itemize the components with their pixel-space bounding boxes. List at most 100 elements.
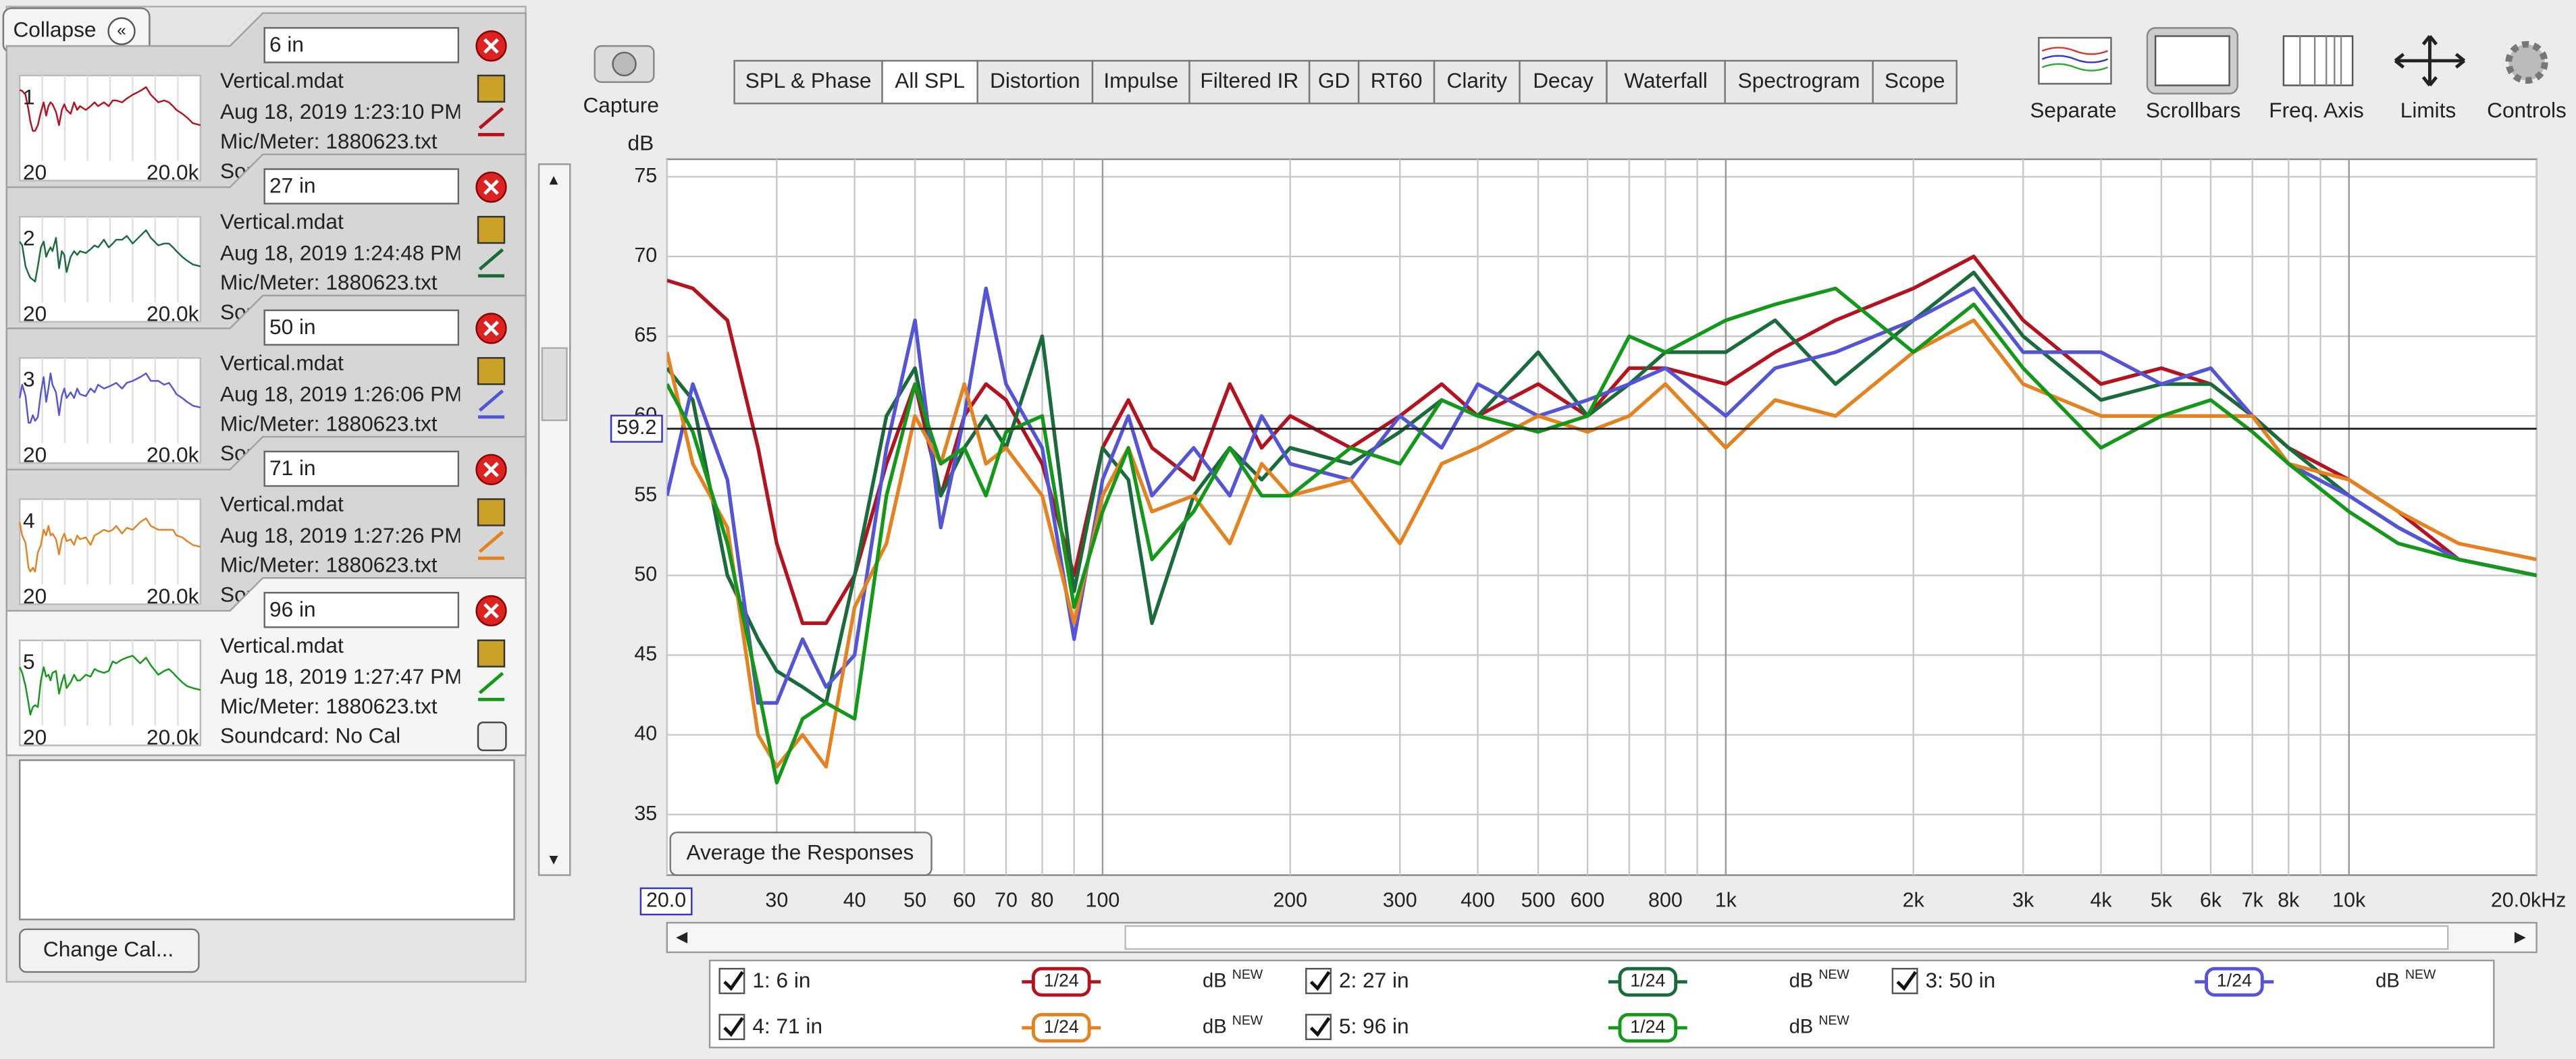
smoothing-badge[interactable] bbox=[1031, 1012, 1091, 1043]
edit-icon[interactable] bbox=[477, 639, 506, 668]
edit-icon[interactable] bbox=[477, 357, 506, 385]
measurement-name: 96 in bbox=[269, 597, 316, 621]
measurement-card[interactable]: 27 in Vertical.mdat Aug 18, 2019 1:24:48 P… bbox=[5, 153, 527, 333]
thumb-max-label: 20.0k bbox=[147, 443, 199, 467]
color-icon[interactable] bbox=[478, 531, 504, 560]
x-tick-label: 5k bbox=[2151, 889, 2173, 912]
legend-name: 1: 6 in bbox=[752, 968, 810, 992]
view-tab[interactable] bbox=[1091, 59, 1190, 105]
capture-tool[interactable] bbox=[594, 45, 655, 83]
average-label: Average the Responses bbox=[686, 840, 914, 864]
legend-badge: NEW bbox=[1818, 1013, 1849, 1028]
view-tab[interactable] bbox=[881, 59, 978, 105]
smoothing-badge[interactable] bbox=[2205, 967, 2264, 997]
smoothing-label: 1/24 bbox=[1630, 971, 1665, 991]
view-tab[interactable] bbox=[1433, 59, 1521, 105]
controls-icon[interactable] bbox=[2505, 40, 2548, 84]
thumb-max-label: 20.0k bbox=[147, 160, 199, 184]
notes-box[interactable] bbox=[18, 759, 515, 921]
color-icon[interactable] bbox=[478, 248, 504, 278]
view-tab[interactable] bbox=[976, 59, 1094, 105]
x-tick-label: 300 bbox=[1383, 889, 1417, 912]
remove-x bbox=[483, 321, 499, 336]
color-icon[interactable] bbox=[478, 672, 504, 701]
x-tick-label: 800 bbox=[1648, 889, 1683, 912]
scroll-right[interactable]: ▶ bbox=[2515, 928, 2526, 945]
legend-unit: dB bbox=[1203, 1016, 1227, 1037]
view-tab[interactable] bbox=[1357, 59, 1436, 105]
view-tab-label: Decay bbox=[1533, 68, 1594, 92]
view-tab[interactable] bbox=[733, 59, 883, 105]
separate-wave bbox=[2041, 63, 2109, 72]
smoothing-label: 1/24 bbox=[1630, 1016, 1665, 1037]
info-icon[interactable] bbox=[477, 722, 507, 751]
response-line bbox=[666, 254, 2537, 626]
color-icon[interactable] bbox=[478, 107, 504, 136]
scroll-left[interactable]: ◀ bbox=[676, 928, 687, 945]
measurement-mic: Mic/Meter: 1880623.txt bbox=[220, 129, 438, 153]
view-tab[interactable] bbox=[1606, 59, 1726, 105]
name-field[interactable] bbox=[263, 27, 460, 63]
view-tab-label: SPL & Phase bbox=[745, 68, 872, 92]
x-tick-label: 100 bbox=[1086, 889, 1120, 912]
view-tab[interactable] bbox=[1724, 59, 1874, 105]
tool-label: Freq. Axis bbox=[2269, 98, 2364, 122]
legend-unit: dB bbox=[1203, 970, 1227, 992]
view-tab[interactable] bbox=[1872, 59, 1957, 105]
view-tab-label: Distortion bbox=[990, 68, 1080, 92]
x-tick-label: 6k bbox=[2200, 889, 2222, 912]
measurement-name: 71 in bbox=[269, 456, 316, 480]
freq-axis-icon[interactable] bbox=[2282, 35, 2354, 86]
smoothing-badge[interactable] bbox=[1618, 1012, 1678, 1043]
tool-label: Separate bbox=[2030, 98, 2116, 122]
color-icon[interactable] bbox=[478, 389, 504, 419]
name-field[interactable] bbox=[263, 168, 460, 205]
measurement-card[interactable]: 6 in Vertical.mdat Aug 18, 2019 1:23:10 PM… bbox=[5, 12, 527, 192]
legend-name: 5: 96 in bbox=[1339, 1014, 1409, 1038]
legend-name: 2: 27 in bbox=[1339, 968, 1409, 992]
measurement-card[interactable]: 71 in Vertical.mdat Aug 18, 2019 1:27:26 P… bbox=[5, 435, 527, 615]
name-field[interactable] bbox=[263, 450, 460, 487]
measurement-card[interactable]: 96 in Vertical.mdat Aug 18, 2019 1:27:47 P… bbox=[5, 577, 527, 757]
measurement-date: Aug 18, 2019 1:24:48 PM bbox=[220, 240, 463, 265]
edit-icon[interactable] bbox=[477, 498, 506, 526]
x-scroll-thumb[interactable] bbox=[1124, 925, 2449, 950]
scroll-down[interactable]: ▼ bbox=[546, 850, 561, 867]
measurement-number: 3 bbox=[23, 367, 35, 391]
edit-icon[interactable] bbox=[477, 74, 506, 103]
view-tab-label: Impulse bbox=[1103, 68, 1178, 92]
x-tick-label: 8k bbox=[2278, 889, 2300, 912]
measurement-date: Aug 18, 2019 1:27:47 PM bbox=[220, 664, 463, 688]
view-tab-label: Clarity bbox=[1447, 68, 1508, 92]
plot-area bbox=[666, 158, 2538, 876]
smoothing-label: 1/24 bbox=[2217, 971, 2252, 991]
average-button[interactable] bbox=[669, 832, 932, 876]
edit-icon[interactable] bbox=[477, 215, 506, 244]
measurement-mic: Mic/Meter: 1880623.txt bbox=[220, 411, 438, 435]
panel-scroll-thumb[interactable] bbox=[541, 347, 568, 421]
legend-unit: dB bbox=[1789, 970, 1814, 992]
view-tab-label: Filtered IR bbox=[1200, 68, 1298, 92]
smoothing-badge[interactable] bbox=[1618, 967, 1678, 997]
view-tab[interactable] bbox=[1519, 59, 1608, 105]
collapse-label: Collapse bbox=[13, 18, 96, 42]
separate-icon[interactable] bbox=[2038, 36, 2112, 85]
y-tick-label: 50 bbox=[634, 563, 657, 586]
scrollbars-icon[interactable] bbox=[2154, 35, 2230, 86]
collapse-icon bbox=[107, 17, 136, 45]
limits-icon[interactable] bbox=[2394, 34, 2466, 87]
panel-scrollbar[interactable] bbox=[537, 163, 571, 876]
collapse-arrows: « bbox=[117, 22, 126, 40]
name-field[interactable] bbox=[263, 309, 460, 346]
view-tab[interactable] bbox=[1308, 59, 1360, 105]
tool-label: Scrollbars bbox=[2146, 98, 2241, 122]
name-field[interactable] bbox=[263, 591, 460, 628]
x-tick-label: 30 bbox=[765, 889, 788, 912]
scroll-up[interactable]: ▲ bbox=[546, 171, 561, 188]
smoothing-badge[interactable] bbox=[1031, 967, 1091, 997]
change-cal-button[interactable] bbox=[18, 928, 200, 973]
view-tab-label: Waterfall bbox=[1624, 68, 1708, 92]
thumb-max-label: 20.0k bbox=[147, 584, 199, 608]
thumbnail-line bbox=[19, 517, 201, 573]
measurement-name: 27 in bbox=[269, 173, 316, 198]
